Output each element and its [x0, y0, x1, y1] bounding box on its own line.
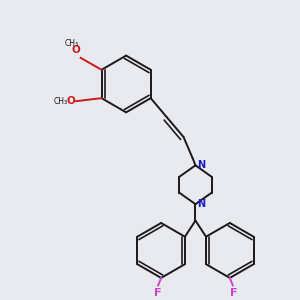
Text: CH₃: CH₃: [54, 97, 68, 106]
Text: CH₃: CH₃: [65, 39, 79, 48]
Text: O: O: [71, 46, 80, 56]
Text: O: O: [67, 96, 76, 106]
Text: F: F: [230, 288, 237, 298]
Text: F: F: [154, 288, 161, 298]
Text: N: N: [198, 199, 206, 209]
Text: N: N: [198, 160, 206, 170]
